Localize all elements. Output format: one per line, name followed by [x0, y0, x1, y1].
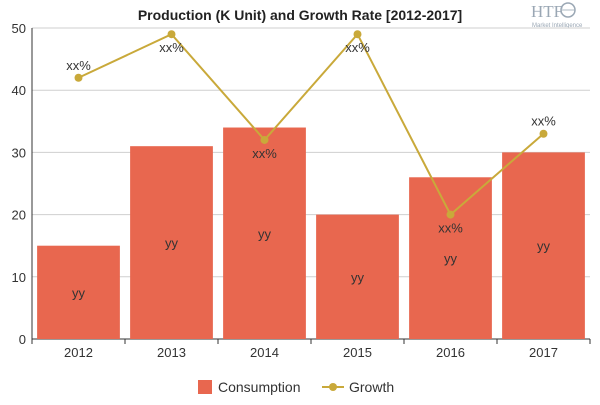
htf-logo: HTF Market Intelligence: [531, 2, 583, 29]
line-data-label: xx%: [252, 146, 277, 161]
legend-consumption-swatch: [198, 380, 212, 394]
logo-text: HTF: [531, 2, 563, 21]
growth-point: [167, 30, 176, 39]
bar-data-label: yy: [72, 285, 86, 300]
y-tick-label: 40: [12, 83, 26, 98]
consumption-bar: [409, 177, 492, 339]
y-tick-label: 0: [19, 332, 26, 347]
consumption-bar: [37, 245, 120, 339]
legend-consumption-label: Consumption: [218, 379, 301, 395]
legend: Consumption Growth: [198, 379, 394, 395]
consumption-bar: [223, 127, 306, 340]
legend-growth-label: Growth: [349, 379, 394, 395]
growth-point: [74, 73, 83, 82]
y-tick-label: 30: [12, 145, 26, 160]
growth-point: [446, 210, 455, 219]
growth-point: [353, 30, 362, 39]
bar-data-label: yy: [537, 239, 551, 254]
x-tick-label: 2016: [436, 345, 465, 360]
bar-data-label: yy: [165, 236, 179, 251]
bar-data-labels: yy yy yy yy yy yy: [72, 226, 551, 300]
line-data-label: xx%: [345, 40, 370, 55]
y-tick-label: 20: [12, 208, 26, 223]
consumption-bar: [316, 214, 399, 339]
bar-data-label: yy: [258, 226, 272, 241]
legend-growth-marker: [329, 383, 337, 391]
line-data-label: xx%: [159, 40, 184, 55]
x-tick-label: 2017: [529, 345, 558, 360]
growth-line: [78, 32, 545, 217]
line-series: [74, 30, 548, 219]
logo-subtitle: Market Intelligence: [532, 23, 583, 29]
line-data-label: xx%: [531, 114, 556, 129]
chart-title: Production (K Unit) and Growth Rate [201…: [138, 7, 462, 23]
bar-data-label: yy: [444, 251, 458, 266]
bar-data-label: yy: [351, 270, 365, 285]
x-tick-label: 2012: [64, 345, 93, 360]
x-tick-label: 2013: [157, 345, 186, 360]
line-data-labels: xx% xx% xx% xx% xx% xx%: [66, 40, 556, 235]
growth-point: [539, 129, 548, 138]
bar-series: [37, 127, 585, 340]
y-tick-label: 50: [12, 21, 26, 36]
growth-point: [260, 135, 269, 144]
consumption-bar: [130, 146, 213, 339]
consumption-bar: [502, 152, 585, 339]
axes: 0 10 20 30 40 50 2012 2013 2014 2015 2016 2017: [12, 21, 591, 360]
x-tick-label: 2014: [250, 345, 279, 360]
line-data-label: xx%: [66, 58, 91, 73]
x-tick-label: 2015: [343, 345, 372, 360]
y-tick-label: 10: [12, 270, 26, 285]
line-data-label: xx%: [438, 221, 463, 236]
